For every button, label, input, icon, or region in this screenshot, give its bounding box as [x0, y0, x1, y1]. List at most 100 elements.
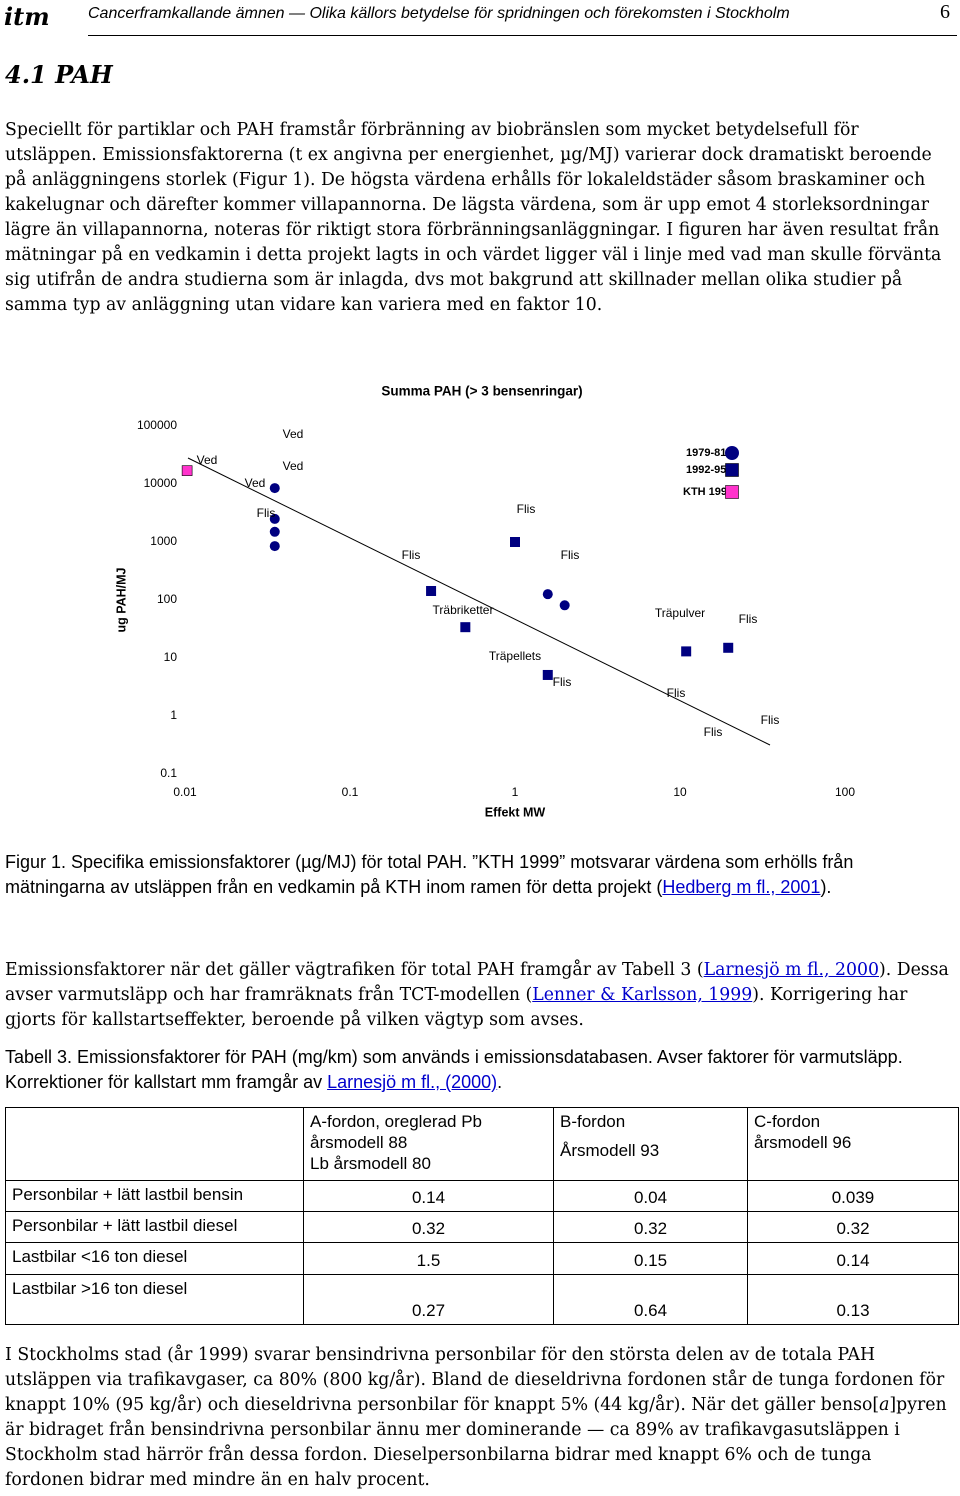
point-annotation: Flis	[739, 612, 758, 626]
caption-text: .	[497, 1072, 503, 1092]
logo: itm	[4, 2, 50, 31]
y-tick-label: 0.1	[160, 766, 177, 780]
legend-marker	[725, 485, 739, 499]
page-number: 6	[940, 1, 950, 23]
chart: Summa PAH (> 3 bensenringar) Effekt MW u…	[114, 384, 855, 820]
value-cell: 0.04	[553, 1180, 748, 1212]
reference-link[interactable]: Larnesjö m fl., (2000)	[327, 1072, 498, 1092]
point-annotation: Flis	[553, 675, 572, 689]
point	[460, 622, 471, 633]
value-cell: 0.32	[553, 1211, 748, 1243]
table-row: Personbilar + lätt lastbil bensin 0.14 0.0…	[5, 1180, 959, 1212]
x-tick-label: 100	[835, 785, 855, 799]
text: ). Korrigering har gjorts för kallstarts…	[5, 985, 908, 1030]
value-cell: 1.5	[303, 1242, 554, 1275]
value-cell: 0.14	[303, 1180, 554, 1212]
point-annotation: Flis	[561, 548, 580, 562]
point	[510, 537, 520, 547]
point-annotation: Flis	[517, 502, 536, 516]
point	[542, 669, 553, 680]
point-annotation: Ved	[245, 476, 266, 490]
legend-label: 1979-81	[686, 447, 726, 459]
point-annotation: Flis	[667, 686, 686, 700]
header-cell	[5, 1107, 304, 1181]
point-annotation: Flis	[257, 506, 276, 520]
running-title: Cancerframkallande ämnen — Olika källors…	[88, 5, 790, 22]
point	[269, 541, 280, 552]
reference-link[interactable]: Lenner & Karlsson, 1999	[532, 985, 753, 1005]
text: a	[879, 1395, 890, 1415]
text: I Stockholms stad (år 1999) svarar bensi…	[5, 1345, 945, 1415]
trend-line	[187, 457, 771, 746]
figure-caption: Figur 1. Specifika emissionsfaktorer (µg…	[5, 850, 957, 900]
header-line: årsmodell 88	[310, 1133, 408, 1152]
header-line: Lb årsmodell 80	[310, 1154, 431, 1173]
caption-text: ).	[820, 877, 832, 897]
header-line: Årsmodell 93	[560, 1141, 660, 1160]
point-annotation: Ved	[197, 453, 218, 467]
row-label: Personbilar + lätt lastbil diesel	[5, 1211, 304, 1243]
value-cell: 0.15	[553, 1242, 748, 1275]
point	[269, 483, 280, 494]
reference-link[interactable]: Larnesjö m fl., 2000	[703, 960, 879, 980]
header-line: årsmodell 96	[754, 1133, 852, 1152]
point-annotation: Träpulver	[655, 606, 705, 620]
text: Emissionsfaktorer när det gäller vägtraf…	[5, 960, 704, 980]
text: ). Dessa avser varmutsläpp och har framr…	[5, 960, 949, 1005]
table: A-fordon, oreglerad Pb årsmodell 88 Lb års…	[5, 1107, 959, 1325]
value-cell: 0.27	[303, 1274, 554, 1325]
y-tick-label: 1	[170, 708, 177, 722]
value-cell: 0.14	[747, 1242, 959, 1275]
y-tick-label: 10	[164, 650, 178, 664]
value-cell: 0.32	[303, 1211, 554, 1243]
point-annotation: Flis	[704, 725, 723, 739]
legend-label: 1992-95	[686, 464, 726, 476]
value-cell: 0.32	[747, 1211, 959, 1243]
legend-label: KTH 1999	[683, 486, 733, 498]
paragraph: Speciellt för partiklar och PAH framstår…	[5, 120, 942, 315]
point-annotation: Träbriketter	[433, 603, 494, 617]
text: ]pyren är bidraget från bensindrivna per…	[5, 1395, 947, 1490]
caption-text: Tabell 3. Emissionsfaktorer för PAH (mg/…	[5, 1047, 903, 1092]
point-annotation: Flis	[402, 548, 421, 562]
x-axis-label: Effekt MW	[485, 805, 546, 819]
point-annotation: Träpellets	[489, 649, 541, 663]
y-tick-label: 10000	[144, 476, 178, 490]
reference-link[interactable]: Hedberg m fl., 2001	[662, 877, 821, 897]
header-cell: B-fordon Årsmodell 93	[553, 1107, 748, 1181]
table-caption: Tabell 3. Emissionsfaktorer för PAH (mg/…	[5, 1045, 957, 1095]
header-line: C-fordon	[754, 1112, 821, 1131]
x-tick-label: 0.1	[342, 785, 359, 799]
point	[542, 589, 553, 600]
paragraph: Emissionsfaktorer när det gäller vägtraf…	[5, 958, 955, 1033]
value-cell: 0.64	[553, 1274, 748, 1325]
table-row: Lastbilar >16 ton diesel 0.27 0.64 0.13	[5, 1274, 959, 1325]
table-row: Personbilar + lätt lastbil diesel 0.32 0.3…	[5, 1211, 959, 1243]
row-label: Lastbilar >16 ton diesel	[5, 1274, 304, 1325]
x-tick-label: 10	[673, 785, 687, 799]
table-row: Lastbilar <16 ton diesel 1.5 0.15 0.14	[5, 1242, 959, 1275]
point	[269, 526, 280, 537]
row-label: Lastbilar <16 ton diesel	[5, 1242, 304, 1275]
chart-title: Summa PAH (> 3 bensenringar)	[381, 384, 582, 399]
value-cell: 0.039	[747, 1180, 959, 1212]
point	[559, 600, 570, 611]
x-tick-label: 1	[512, 785, 519, 799]
table-body: Personbilar + lätt lastbil bensin 0.14 0.0…	[5, 1180, 959, 1325]
header-cell: A-fordon, oreglerad Pb årsmodell 88 Lb års…	[303, 1107, 554, 1181]
point	[681, 646, 692, 657]
header-cell: C-fordon årsmodell 96	[747, 1107, 959, 1181]
paragraph: I Stockholms stad (år 1999) svarar bensi…	[5, 1343, 955, 1493]
y-axis-label: ug PAH/MJ	[114, 567, 128, 632]
y-tick-label: 1000	[150, 534, 177, 548]
point-annotation: Ved	[283, 427, 304, 441]
point	[269, 513, 280, 524]
point	[426, 585, 437, 596]
point	[181, 465, 193, 476]
header-line: B-fordon	[560, 1112, 626, 1131]
legend-marker	[725, 463, 739, 477]
point-annotation: Ved	[283, 459, 304, 473]
y-tick-label: 100000	[137, 418, 177, 432]
point	[723, 642, 734, 653]
heading: 4.1 PAH	[5, 60, 113, 89]
